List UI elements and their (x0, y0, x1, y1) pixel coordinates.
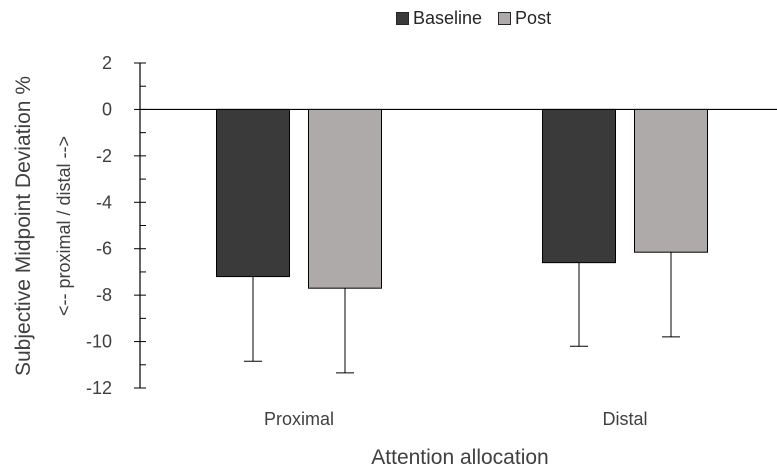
y-tick-label: -2 (96, 146, 112, 166)
legend-label-post: Post (515, 8, 552, 28)
x-axis-title: Attention allocation (371, 446, 548, 469)
legend-swatch-post (498, 12, 512, 25)
y-tick-label: -12 (86, 378, 112, 398)
legend-label-baseline: Baseline (413, 8, 483, 28)
bar-baseline-distal (542, 108, 616, 264)
y-tick-label: 0 (102, 99, 112, 119)
y-tick-label: -10 (86, 332, 112, 352)
x-tick-label-proximal: Proximal (264, 409, 334, 429)
y-axis-subtitle: <-- proximal / distal --> (54, 136, 74, 316)
legend-item-baseline: Baseline (396, 8, 482, 29)
y-axis-title: Subjective Midpoint Deviation % (12, 76, 35, 376)
y-tick-label: -4 (96, 192, 112, 212)
y-tick-label: -6 (96, 239, 112, 259)
legend-item-post: Post (498, 8, 551, 29)
legend: Baseline Post (396, 8, 567, 29)
bar-post-proximal (308, 108, 382, 289)
x-tick-label-distal: Distal (602, 409, 647, 429)
y-tick-label: 2 (102, 53, 112, 73)
bar-baseline-proximal (216, 108, 290, 278)
bar-post-distal (634, 108, 708, 253)
legend-swatch-baseline (396, 12, 409, 25)
y-tick-label: -8 (96, 285, 112, 305)
